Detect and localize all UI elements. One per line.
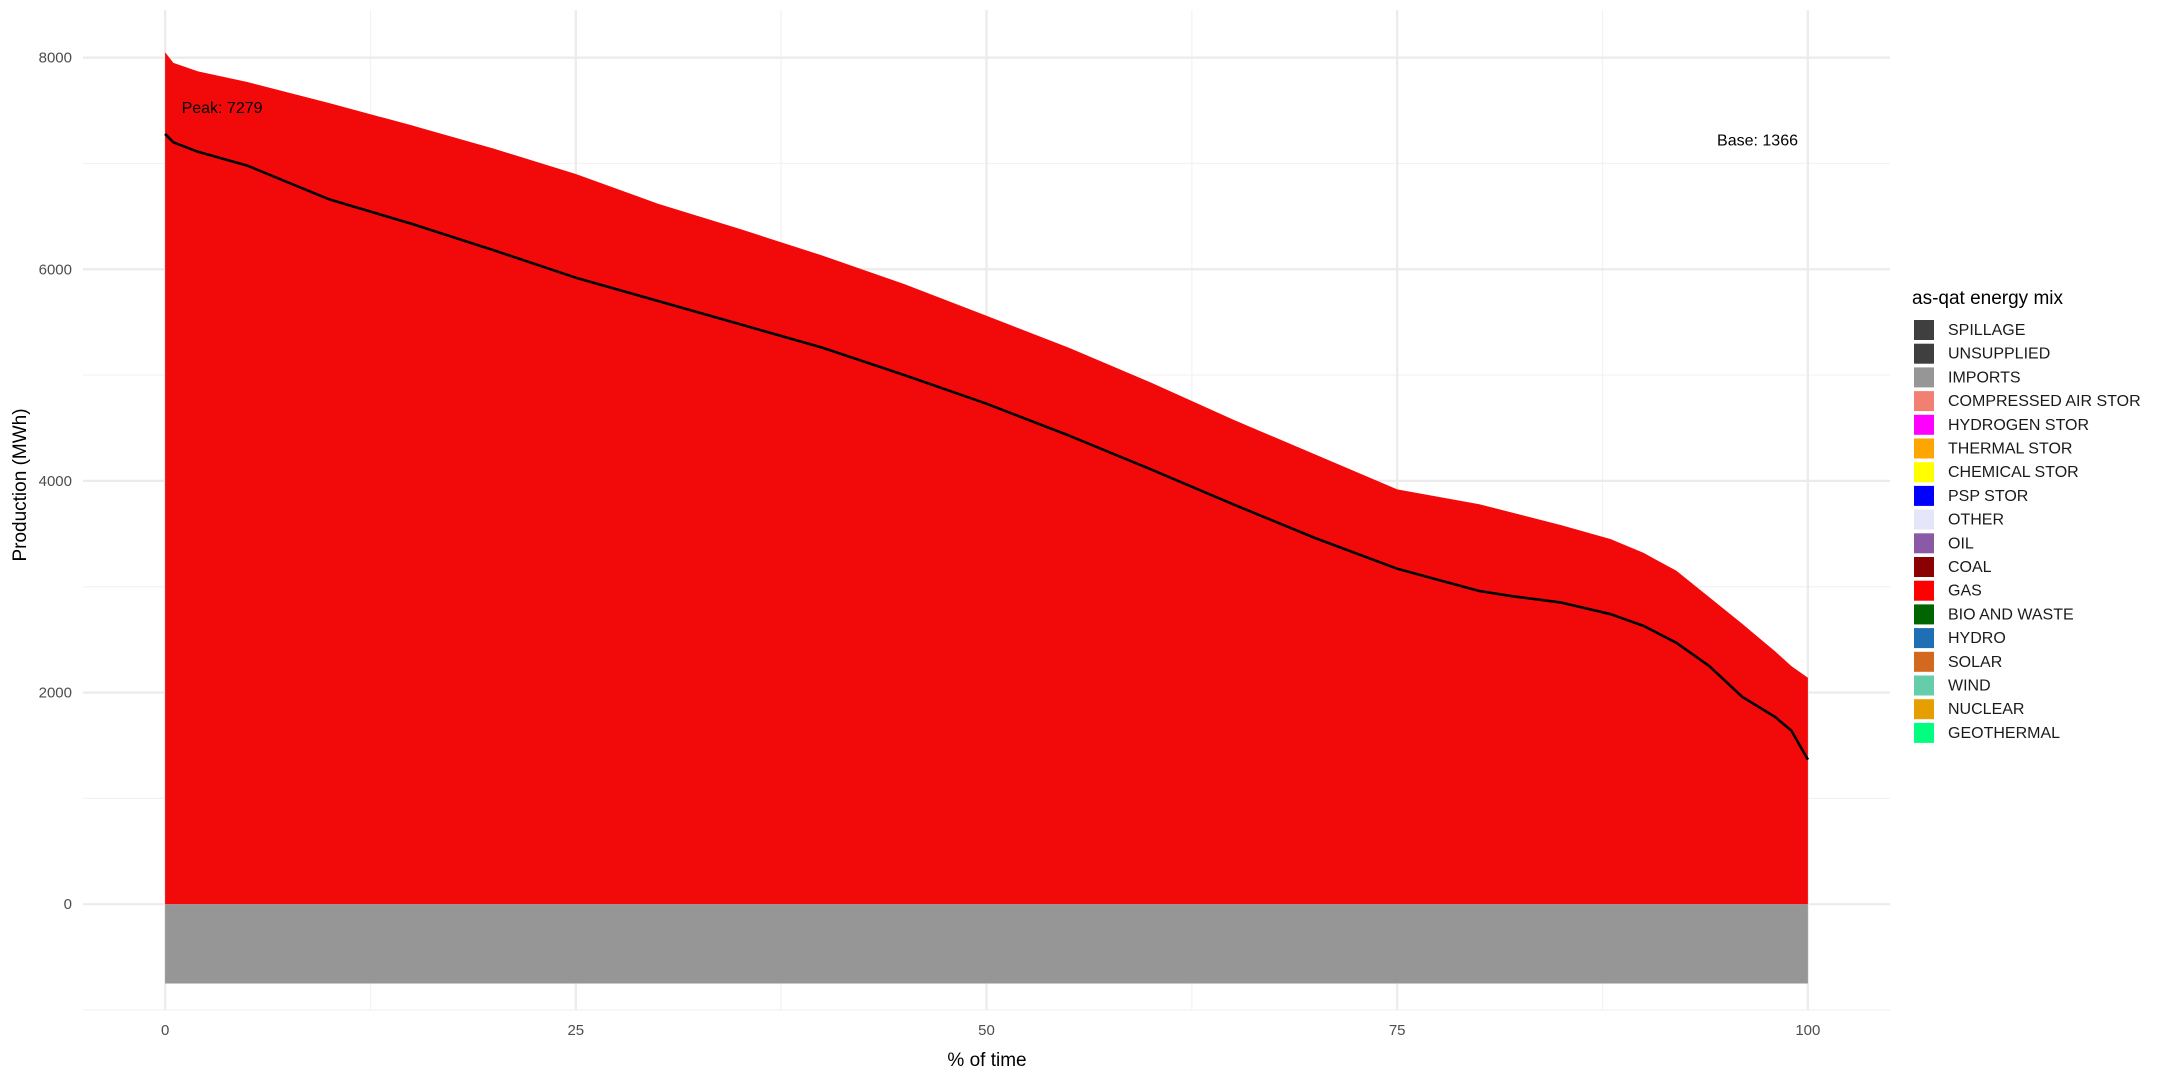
legend-label-unsupplied: UNSUPPLIED	[1948, 346, 2050, 363]
legend-label-wind: WIND	[1948, 678, 1991, 695]
legend-swatch-wind	[1914, 675, 1934, 696]
legend: as-qat energy mix SPILLAGE UNSUPPLIED IMPO…	[1912, 288, 2141, 743]
y-tick-label: 0	[64, 896, 72, 913]
legend-label-oil: OIL	[1948, 535, 1974, 552]
x-axis-title: % of time	[947, 1050, 1026, 1071]
annotations: Peak: 7279 Base: 1366	[182, 100, 1799, 150]
gas-area	[165, 52, 1808, 905]
x-tick-label: 100	[1795, 1022, 1820, 1039]
load-curve-layer	[164, 132, 1810, 761]
legend-swatch-compressed-air-stor	[1914, 391, 1934, 412]
legend-swatch-solar	[1914, 651, 1934, 672]
imports-area	[165, 904, 1808, 984]
legend-label-bio-and-waste: BIO AND WASTE	[1948, 606, 2074, 623]
legend-swatch-coal	[1914, 557, 1934, 577]
x-tick-label: 50	[978, 1022, 995, 1039]
y-axis-title: Production (MWh)	[10, 408, 31, 561]
legend-label-geothermal: GEOTHERMAL	[1948, 725, 2060, 742]
base-annotation: Base: 1366	[1717, 132, 1798, 149]
legend-label-psp-stor: PSP STOR	[1948, 488, 2028, 505]
y-tick-label: 4000	[39, 473, 72, 490]
x-tick-label: 25	[567, 1022, 584, 1039]
legend-swatch-geothermal	[1914, 722, 1934, 743]
legend-swatch-bio-and-waste	[1914, 604, 1934, 625]
load-curve-line	[164, 132, 1810, 761]
legend-label-nuclear: NUCLEAR	[1948, 701, 2024, 718]
legend-label-hydrogen-stor: HYDROGEN STOR	[1948, 417, 2089, 434]
legend-swatch-thermal-stor	[1914, 438, 1934, 459]
legend-swatch-imports	[1914, 367, 1934, 388]
legend-swatch-hydro	[1914, 628, 1934, 649]
legend-label-thermal-stor: THERMAL STOR	[1948, 441, 2072, 458]
legend-label-spillage: SPILLAGE	[1948, 322, 2025, 339]
legend-swatch-gas	[1914, 580, 1934, 601]
legend-items: SPILLAGE UNSUPPLIED IMPORTS COMPRESSED AIR …	[1914, 320, 2141, 743]
axis-ticks: 0 25 50 75 100 0 2000 4000 6000 8000	[39, 50, 1821, 1039]
legend-swatch-nuclear	[1914, 699, 1934, 720]
legend-label-solar: SOLAR	[1948, 654, 2002, 671]
legend-label-compressed-air-stor: COMPRESSED AIR STOR	[1948, 393, 2141, 410]
x-tick-label: 75	[1389, 1022, 1406, 1039]
y-tick-label: 8000	[39, 50, 72, 67]
x-tick-label: 0	[161, 1022, 169, 1039]
legend-swatch-oil	[1914, 533, 1934, 554]
legend-swatch-other	[1914, 509, 1934, 530]
legend-swatch-chemical-stor	[1914, 462, 1934, 483]
y-tick-label: 6000	[39, 261, 72, 278]
legend-label-imports: IMPORTS	[1948, 369, 2021, 386]
legend-label-gas: GAS	[1948, 583, 1982, 600]
stacked-areas	[165, 52, 1808, 984]
legend-swatch-spillage	[1914, 320, 1934, 340]
peak-annotation: Peak: 7279	[182, 100, 263, 117]
legend-label-chemical-stor: CHEMICAL STOR	[1948, 464, 2079, 481]
legend-title: as-qat energy mix	[1912, 288, 2064, 309]
legend-label-other: OTHER	[1948, 512, 2004, 529]
y-tick-label: 2000	[39, 685, 72, 702]
legend-label-hydro: HYDRO	[1948, 630, 2006, 647]
legend-swatch-hydrogen-stor	[1914, 414, 1934, 435]
legend-swatch-unsupplied	[1914, 343, 1934, 364]
legend-swatch-psp-stor	[1914, 485, 1934, 506]
legend-label-coal: COAL	[1948, 559, 1992, 576]
